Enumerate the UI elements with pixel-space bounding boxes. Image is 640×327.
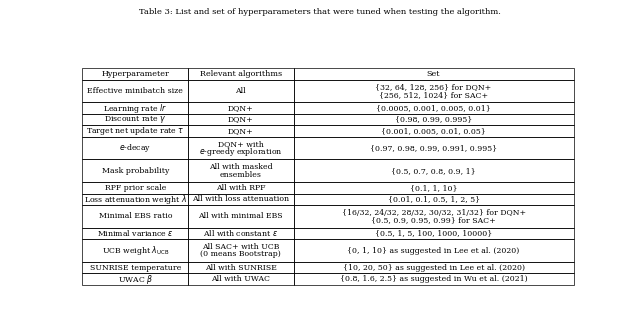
Bar	[294, 273, 573, 285]
Text: $e$-greedy exploration: $e$-greedy exploration	[199, 146, 283, 158]
Bar	[294, 79, 573, 102]
Text: UWAC $\beta$: UWAC $\beta$	[118, 272, 153, 285]
Text: All with RPF: All with RPF	[216, 184, 266, 192]
Bar	[294, 194, 573, 205]
Text: {10, 20, 50} as suggested in Lee et al. (2020): {10, 20, 50} as suggested in Lee et al. …	[342, 264, 525, 272]
Text: {0.98, 0.99, 0.995}: {0.98, 0.99, 0.995}	[395, 115, 472, 124]
Text: {0.01, 0.1, 0.5, 1, 2, 5}: {0.01, 0.1, 0.5, 1, 2, 5}	[387, 195, 479, 203]
Text: All with minimal EBS: All with minimal EBS	[198, 212, 283, 220]
Text: {0.8, 1.6, 2.5} as suggested in Wu et al. (2021): {0.8, 1.6, 2.5} as suggested in Wu et al…	[340, 275, 527, 283]
Bar	[294, 262, 573, 273]
Text: Loss attenuation weight $\lambda$: Loss attenuation weight $\lambda$	[84, 193, 187, 206]
Text: RPF prior scale: RPF prior scale	[104, 184, 166, 192]
Bar	[83, 137, 188, 159]
Bar	[83, 273, 188, 285]
Bar	[294, 137, 573, 159]
Text: {16/32, 24/32, 28/32, 30/32, 31/32} for DQN+: {16/32, 24/32, 28/32, 30/32, 31/32} for …	[342, 209, 525, 216]
Bar	[188, 102, 294, 114]
Bar	[188, 239, 294, 262]
Bar	[188, 194, 294, 205]
Text: DQN+: DQN+	[228, 104, 253, 112]
Bar	[83, 205, 188, 228]
Bar	[188, 228, 294, 239]
Text: All with SUNRISE: All with SUNRISE	[205, 264, 276, 272]
Text: UCB weight $\lambda_{\mathrm{UCB}}$: UCB weight $\lambda_{\mathrm{UCB}}$	[102, 244, 169, 257]
Bar	[83, 228, 188, 239]
Text: {0.001, 0.005, 0.01, 0.05}: {0.001, 0.005, 0.01, 0.05}	[381, 127, 486, 135]
Text: {0.1, 1, 10}: {0.1, 1, 10}	[410, 184, 458, 192]
Bar	[188, 273, 294, 285]
Text: SUNRISE temperature: SUNRISE temperature	[90, 264, 181, 272]
Bar	[83, 79, 188, 102]
Bar	[83, 182, 188, 194]
Text: ensembles: ensembles	[220, 171, 262, 179]
Bar	[294, 125, 573, 137]
Bar	[294, 114, 573, 125]
Text: Target net update rate $\tau$: Target net update rate $\tau$	[86, 125, 184, 137]
Text: All with constant $\epsilon$: All with constant $\epsilon$	[204, 229, 278, 238]
Bar	[294, 239, 573, 262]
Text: {0.5, 0.9, 0.95, 0.99} for SAC+: {0.5, 0.9, 0.95, 0.99} for SAC+	[371, 216, 496, 224]
Bar	[294, 205, 573, 228]
Text: {0.5, 1, 5, 100, 1000, 10000}: {0.5, 1, 5, 100, 1000, 10000}	[375, 230, 492, 237]
Text: All SAC+ with UCB: All SAC+ with UCB	[202, 243, 280, 251]
Bar	[188, 205, 294, 228]
Text: Relevant algorithms: Relevant algorithms	[200, 70, 282, 78]
Bar	[294, 159, 573, 182]
Bar	[83, 194, 188, 205]
Bar	[188, 114, 294, 125]
Text: Hyperparameter: Hyperparameter	[101, 70, 169, 78]
Text: Minimal variance $\epsilon$: Minimal variance $\epsilon$	[97, 229, 173, 238]
Bar	[188, 79, 294, 102]
Text: {256, 512, 1024} for SAC+: {256, 512, 1024} for SAC+	[379, 91, 488, 99]
Text: {0.5, 0.7, 0.8, 0.9, 1}: {0.5, 0.7, 0.8, 0.9, 1}	[391, 167, 476, 175]
Text: All: All	[236, 87, 246, 95]
Text: Table 3: List and set of hyperparameters that were tuned when testing the algori: Table 3: List and set of hyperparameters…	[139, 8, 501, 16]
Bar	[188, 137, 294, 159]
Text: {32, 64, 128, 256} for DQN+: {32, 64, 128, 256} for DQN+	[376, 83, 492, 91]
Text: Mask probability: Mask probability	[102, 167, 169, 175]
Text: Set: Set	[427, 70, 440, 78]
Text: Discount rate $\gamma$: Discount rate $\gamma$	[104, 114, 166, 125]
Text: All with UWAC: All with UWAC	[211, 275, 270, 283]
Text: DQN+: DQN+	[228, 127, 253, 135]
Text: Minimal EBS ratio: Minimal EBS ratio	[99, 212, 172, 220]
Text: DQN+ with: DQN+ with	[218, 140, 264, 148]
Bar	[188, 159, 294, 182]
Text: (0 means Bootstrap): (0 means Bootstrap)	[200, 250, 281, 258]
Bar	[83, 114, 188, 125]
Bar	[188, 262, 294, 273]
Bar	[83, 239, 188, 262]
Bar	[188, 182, 294, 194]
Bar	[83, 159, 188, 182]
Bar	[188, 68, 294, 79]
Text: Effective minibatch size: Effective minibatch size	[87, 87, 183, 95]
Bar	[83, 68, 188, 79]
Bar	[188, 125, 294, 137]
Text: Learning rate $lr$: Learning rate $lr$	[103, 102, 167, 114]
Bar	[294, 102, 573, 114]
Bar	[83, 102, 188, 114]
Text: All with masked: All with masked	[209, 163, 273, 171]
Text: {0.0005, 0.001, 0.005, 0.01}: {0.0005, 0.001, 0.005, 0.01}	[376, 104, 491, 112]
Text: {0, 1, 10} as suggested in Lee et al. (2020): {0, 1, 10} as suggested in Lee et al. (2…	[348, 247, 520, 254]
Text: $e$-decay: $e$-decay	[119, 142, 152, 154]
Bar	[294, 228, 573, 239]
Bar	[294, 182, 573, 194]
Text: All with loss attenuation: All with loss attenuation	[192, 195, 289, 203]
Bar	[83, 262, 188, 273]
Text: {0.97, 0.98, 0.99, 0.991, 0.995}: {0.97, 0.98, 0.99, 0.991, 0.995}	[370, 144, 497, 152]
Bar	[83, 125, 188, 137]
Bar	[294, 68, 573, 79]
Text: DQN+: DQN+	[228, 115, 253, 124]
